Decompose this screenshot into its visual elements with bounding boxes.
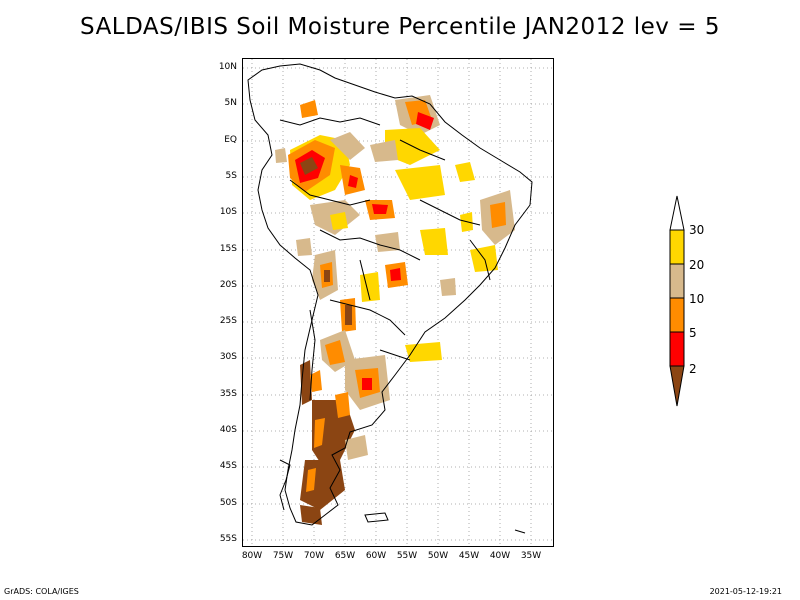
lon-label: 70W xyxy=(303,551,325,561)
lat-label: 5S xyxy=(225,171,237,181)
lat-label: 15S xyxy=(219,244,237,254)
lon-label: 50W xyxy=(427,551,449,561)
lat-label: 25S xyxy=(219,316,237,326)
legend-label-5: 5 xyxy=(689,326,697,340)
lon-label: 55W xyxy=(396,551,418,561)
map-frame xyxy=(242,58,554,547)
lat-label: 50S xyxy=(219,498,237,508)
legend-top-triangle xyxy=(669,195,685,231)
coastlines xyxy=(247,63,533,534)
legend-swatch-30 xyxy=(669,229,685,265)
shaded-areas xyxy=(275,95,515,525)
footer-credit: GrADS: COLA/IGES xyxy=(4,587,79,596)
lat-label: 10N xyxy=(218,62,237,72)
lon-label: 40W xyxy=(489,551,511,561)
legend-swatch-10 xyxy=(669,297,685,333)
lon-label: 80W xyxy=(241,551,263,561)
legend-label-30: 30 xyxy=(689,223,705,237)
lat-label: 40S xyxy=(219,425,237,435)
lat-label: 55S xyxy=(219,534,237,544)
lon-label: 60W xyxy=(365,551,387,561)
lat-label: EQ xyxy=(224,135,237,145)
color-legend xyxy=(669,195,685,407)
footer-timestamp: 2021-05-12-19:21 xyxy=(709,587,782,596)
lat-label: 35S xyxy=(219,389,237,399)
lat-label: 20S xyxy=(219,280,237,290)
legend-label-10: 10 xyxy=(689,292,705,306)
legend-swatch-5 xyxy=(669,331,685,367)
legend-label-20: 20 xyxy=(689,258,705,272)
legend-label-2: 2 xyxy=(689,362,697,376)
lat-label: 45S xyxy=(219,461,237,471)
legend-bottom-triangle xyxy=(669,365,685,407)
lat-label: 10S xyxy=(219,207,237,217)
map-title: SALDAS/IBIS Soil Moisture Percentile JAN… xyxy=(80,14,720,40)
lat-label: 30S xyxy=(219,352,237,362)
lon-label: 45W xyxy=(458,551,480,561)
lon-label: 75W xyxy=(272,551,294,561)
lat-label: 5N xyxy=(224,98,237,108)
lon-label: 35W xyxy=(520,551,542,561)
legend-swatch-20 xyxy=(669,263,685,299)
lon-label: 65W xyxy=(334,551,356,561)
